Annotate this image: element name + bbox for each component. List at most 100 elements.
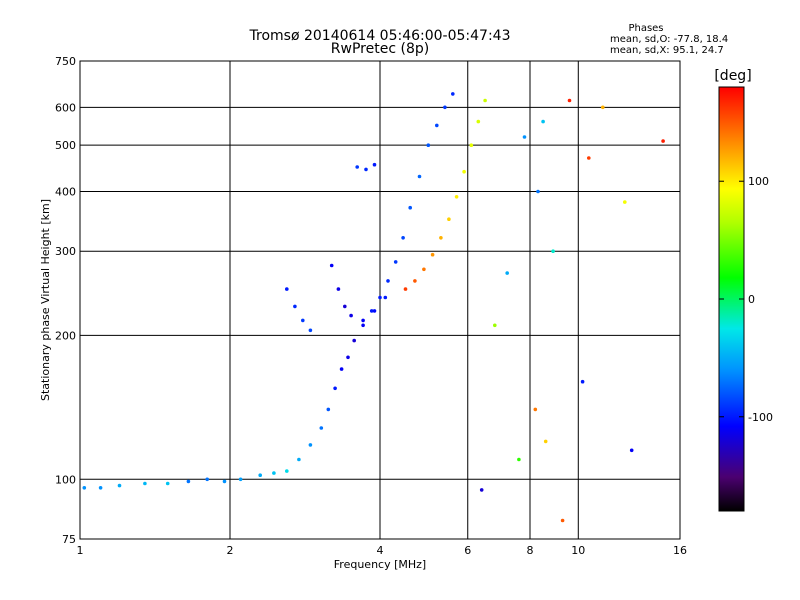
y-tick-label: 75 (62, 533, 76, 546)
data-point (222, 479, 227, 484)
data-point (567, 98, 572, 103)
data-point (536, 189, 540, 194)
data-point (369, 309, 374, 313)
data-point (301, 318, 305, 323)
data-point (551, 249, 555, 253)
data-point (285, 287, 289, 291)
data-point (479, 488, 484, 492)
x-tick-label: 2 (227, 544, 234, 557)
data-points (82, 92, 665, 523)
y-tick-label: 300 (55, 245, 76, 258)
colorbar-tick-label: 0 (748, 293, 755, 306)
data-point (493, 323, 497, 328)
data-point (426, 143, 431, 147)
plot-frame (79, 60, 681, 540)
x-tick-labels: 1 2 4 6 8 10 16 (77, 544, 688, 557)
data-point (413, 279, 417, 283)
data-point (165, 481, 170, 486)
data-point (447, 217, 451, 221)
grid (80, 61, 680, 539)
chart-title: Tromsø 20140614 05:46:00-05:47:43 (249, 28, 511, 44)
y-tick-label: 750 (55, 55, 76, 68)
phases-heading: Phases (628, 23, 663, 34)
data-point (401, 236, 405, 240)
x-tick-label: 4 (377, 544, 384, 557)
data-point (439, 236, 443, 240)
data-point (258, 473, 263, 478)
data-point (352, 338, 357, 343)
data-point (285, 469, 289, 473)
data-point (343, 304, 347, 309)
data-point (329, 263, 334, 268)
data-point (378, 295, 382, 300)
data-point (308, 328, 313, 333)
phases-x-stats: mean, sd,X: 95.1, 24.7 (610, 45, 724, 56)
x-tick-label: 16 (673, 544, 687, 557)
data-point (372, 309, 377, 313)
data-point (560, 518, 565, 523)
y-tick-label: 400 (55, 185, 76, 198)
data-point (522, 135, 527, 139)
data-point (430, 252, 435, 257)
data-point (543, 439, 548, 444)
data-point (483, 98, 487, 103)
data-point (661, 139, 665, 143)
data-point (205, 477, 209, 482)
data-point (293, 304, 297, 309)
data-point (601, 105, 605, 110)
data-point (355, 165, 360, 169)
data-point (98, 486, 103, 490)
data-point (517, 457, 521, 462)
data-point (505, 271, 510, 275)
x-tick-label: 6 (464, 544, 471, 557)
data-point (417, 174, 422, 179)
data-point (361, 323, 365, 328)
data-point (629, 448, 634, 453)
data-point (541, 119, 545, 124)
data-point (326, 407, 331, 412)
data-point (533, 407, 538, 412)
data-point (469, 143, 474, 147)
data-point (117, 483, 122, 488)
x-axis-label: Frequency [MHz] (334, 558, 426, 571)
x-tick-label: 8 (527, 544, 534, 557)
colorbar-tick-label: 100 (748, 175, 769, 188)
data-point (336, 287, 341, 291)
data-point (333, 386, 337, 391)
data-point (454, 195, 459, 199)
data-point (82, 486, 87, 490)
data-point (386, 279, 390, 283)
data-point (408, 205, 413, 210)
colorbar-ticks: 100 0 -100 (719, 175, 773, 424)
data-point (393, 260, 398, 264)
data-point (319, 426, 324, 430)
data-point (580, 379, 585, 384)
data-point (308, 443, 313, 447)
y-axis-label: Stationary phase Virtual Height [km] (39, 199, 52, 401)
chart-subtitle: RwPretec (8p) (331, 41, 429, 57)
x-tick-label: 1 (77, 544, 84, 557)
data-point (435, 123, 439, 128)
y-tick-label: 600 (55, 101, 76, 114)
data-point (587, 156, 591, 160)
y-tick-label: 100 (55, 473, 76, 486)
data-point (623, 200, 627, 204)
data-point (186, 479, 191, 484)
colorbar-tick-label: -100 (748, 411, 773, 424)
data-point (403, 287, 408, 291)
data-point (476, 119, 481, 124)
x-tick-label: 10 (571, 544, 585, 557)
data-point (383, 295, 388, 300)
y-tick-label: 500 (55, 139, 76, 152)
data-point (361, 318, 365, 323)
data-point (364, 167, 368, 172)
data-point (451, 92, 455, 96)
data-point (462, 169, 466, 174)
data-point (238, 477, 243, 482)
data-point (272, 471, 276, 475)
y-tick-label: 200 (55, 329, 76, 342)
data-point (143, 481, 147, 486)
phases-o-stats: mean, sd,O: -77.8, 18.4 (610, 34, 728, 45)
